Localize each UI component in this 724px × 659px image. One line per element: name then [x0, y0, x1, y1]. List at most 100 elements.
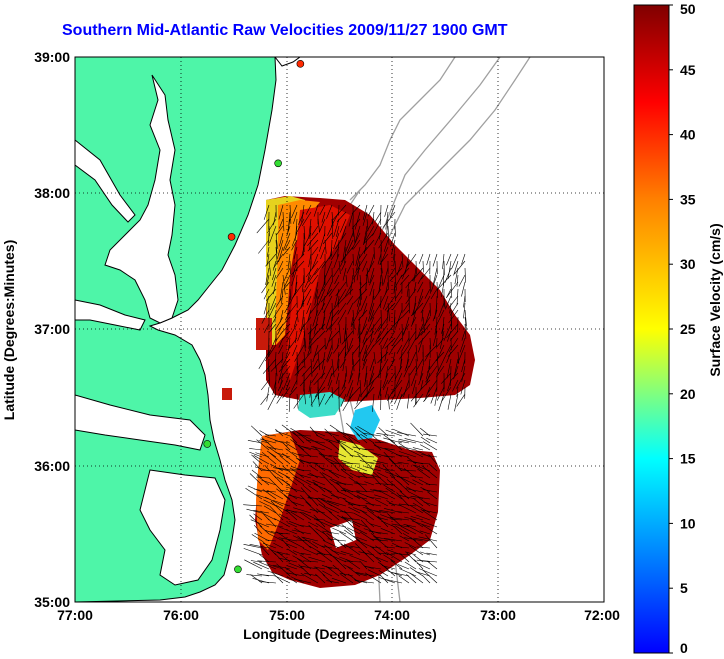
- velocity-arrow: [435, 365, 445, 378]
- velocity-arrow: [308, 267, 319, 283]
- velocity-arrow: [394, 274, 397, 291]
- velocity-arrow: [276, 563, 291, 577]
- velocity-arrow: [272, 267, 277, 281]
- velocity-arrow: [304, 281, 312, 293]
- velocity-arrow: [244, 559, 263, 570]
- velocity-arrow: [352, 535, 368, 542]
- velocity-arrow: [330, 462, 347, 465]
- velocity-arrow: [408, 449, 424, 458]
- velocity-vectors: [243, 204, 467, 584]
- velocity-arrow: [404, 542, 417, 549]
- velocity-arrow: [325, 457, 340, 465]
- lat-tick-label: 36:00: [34, 458, 70, 474]
- velocity-arrow: [430, 274, 438, 292]
- lon-tick-label: 76:00: [163, 607, 199, 623]
- velocity-arrow: [457, 344, 466, 364]
- velocity-arrow: [421, 465, 438, 479]
- velocity-arrow: [296, 393, 299, 409]
- velocity-arrow: [380, 563, 396, 577]
- velocity-arrow: [360, 295, 368, 312]
- velocity-arrow: [317, 351, 321, 371]
- velocity-arrow: [268, 477, 284, 493]
- velocity-arrow: [309, 545, 326, 556]
- velocity-arrow: [249, 544, 270, 549]
- radar-station-marker: [296, 60, 305, 68]
- velocity-arrow: [411, 267, 424, 282]
- velocity-arrow: [310, 393, 319, 406]
- velocity-arrow: [395, 309, 403, 329]
- velocity-arrow: [374, 232, 382, 246]
- velocity-arrow: [344, 517, 361, 528]
- velocity-arrow: [359, 281, 362, 300]
- velocity-arrow: [393, 281, 396, 294]
- velocity-arrow: [441, 281, 445, 297]
- velocity-arrow: [289, 288, 298, 305]
- velocity-arrow: [320, 288, 333, 303]
- velocity-arrow: [386, 479, 403, 493]
- velocity-arrow: [358, 246, 368, 259]
- velocity-arrow: [355, 253, 361, 273]
- velocity-arrow: [456, 393, 466, 407]
- velocity-arrow: [362, 432, 382, 437]
- velocity-arrow: [292, 260, 298, 278]
- velocity-arrow: [422, 316, 426, 333]
- velocity-arrow: [249, 514, 263, 528]
- velocity-arrow: [388, 458, 403, 472]
- velocity-arrow: [398, 503, 417, 507]
- velocity-arrow: [385, 429, 403, 437]
- velocity-arrow: [344, 337, 347, 357]
- velocity-arrow: [373, 510, 389, 514]
- velocity-arrow: [333, 218, 340, 237]
- velocity-arrow: [449, 302, 452, 314]
- velocity-arrow: [297, 434, 312, 437]
- velocity-arrow: [394, 365, 403, 380]
- velocity-arrow: [292, 468, 312, 472]
- velocity-arrow: [396, 454, 410, 458]
- velocity-arrow: [432, 309, 438, 322]
- velocity-arrow: [346, 295, 354, 305]
- velocity-arrow: [259, 581, 277, 584]
- velocity-arrow: [408, 545, 424, 556]
- velocity-arrow: [319, 218, 326, 233]
- velocity-arrow: [377, 386, 382, 399]
- velocity-arrow: [356, 433, 368, 444]
- velocity-arrow: [331, 358, 335, 378]
- velocity-arrow: [438, 302, 445, 318]
- lat-lon-grid: [75, 57, 604, 602]
- velocity-arrow: [387, 274, 389, 290]
- velocity-arrow: [436, 358, 445, 375]
- velocity-arrow: [314, 379, 326, 398]
- velocity-arrow: [269, 225, 277, 244]
- velocity-arrow: [300, 565, 319, 570]
- velocity-arrow: [310, 462, 326, 465]
- velocity-arrow: [316, 295, 319, 316]
- velocity-arrow: [412, 447, 424, 451]
- velocity-arrow: [278, 260, 284, 272]
- velocity-arrow: [340, 544, 354, 549]
- velocity-arrow: [356, 491, 375, 500]
- velocity-arrow: [266, 563, 284, 570]
- velocity-arrow: [278, 532, 291, 535]
- velocity-arrow: [400, 525, 417, 535]
- velocity-arrow: [282, 246, 291, 256]
- velocity-arrow: [404, 358, 410, 372]
- velocity-arrow: [368, 372, 375, 386]
- velocity-arrow: [252, 461, 263, 472]
- velocity-arrow: [351, 309, 361, 326]
- velocity-arrow: [416, 546, 431, 549]
- velocity-arrow: [401, 337, 410, 352]
- velocity-arrow: [366, 218, 369, 231]
- velocity-arrow: [350, 520, 368, 528]
- velocity-arrow: [356, 302, 361, 315]
- velocity-arrow: [315, 573, 326, 584]
- velocity-arrow: [410, 386, 424, 402]
- velocity-arrow: [406, 456, 417, 465]
- velocity-arrow: [406, 552, 417, 563]
- radar-station-marker: [227, 233, 236, 241]
- map-frame: [74, 56, 605, 603]
- velocity-arrow: [333, 344, 340, 354]
- velocity-arrow: [340, 393, 347, 407]
- velocity-arrow: [384, 448, 403, 458]
- velocity-arrow: [263, 323, 270, 334]
- velocity-arrow: [271, 571, 284, 584]
